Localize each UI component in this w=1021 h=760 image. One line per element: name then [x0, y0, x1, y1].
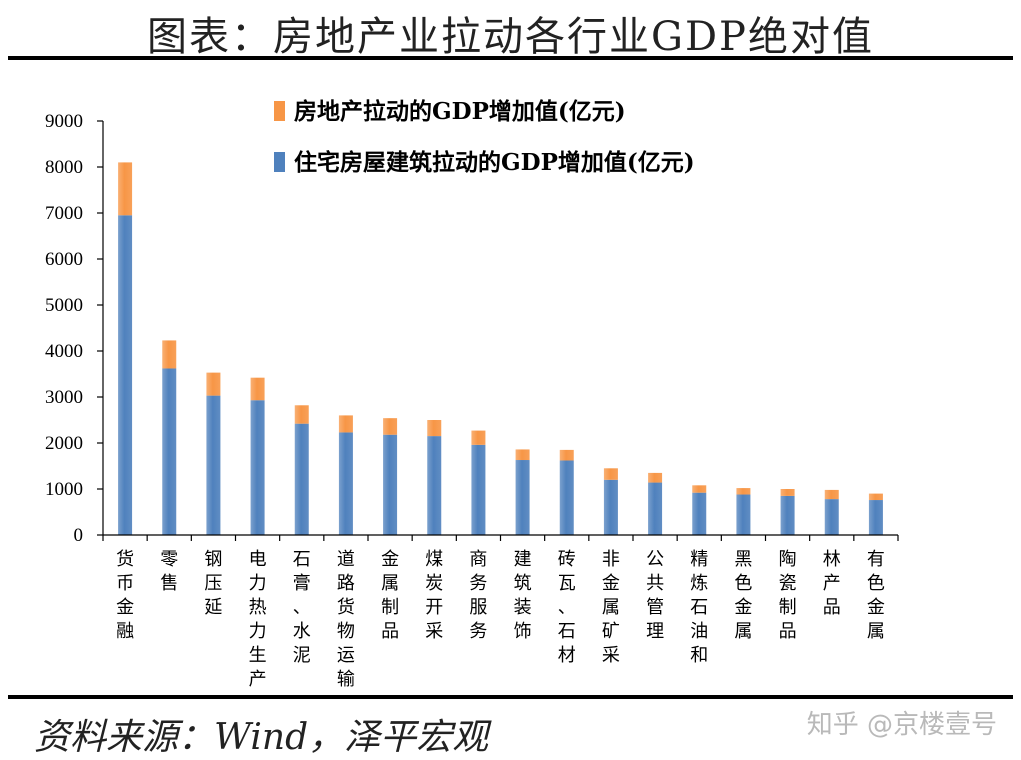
- legend-label: 房地产拉动的GDP增加值(亿元): [294, 98, 626, 125]
- y-axis: 0 1000 2000 3000 4000 5000 6000 7000 8000 9000: [45, 111, 104, 546]
- x-category-label: 黑色金属: [734, 549, 752, 642]
- bottom-rule: [8, 695, 1013, 699]
- y-tick-label: 8000: [45, 157, 83, 178]
- bar-segment-residential: [206, 395, 221, 535]
- bar-segment-residential: [692, 492, 707, 535]
- bar-segment-real-estate: [294, 405, 309, 424]
- bar-segment-residential: [250, 400, 265, 535]
- bar-segment-residential: [603, 479, 618, 535]
- y-tick-label: 7000: [45, 203, 83, 224]
- bar-segment-residential: [515, 460, 530, 535]
- x-axis: 货币金融 零售 钢压延 电力热力生产 石膏、水泥 道路货物运输 金属制品 煤炭开采 商务服务 建筑…: [102, 534, 899, 690]
- bar-segment-residential: [427, 436, 442, 535]
- x-category-label: 石膏、水泥: [293, 549, 311, 666]
- y-tick-label: 3000: [45, 387, 83, 408]
- bar-segment-real-estate: [162, 340, 177, 369]
- y-tick-label: 9000: [45, 111, 83, 132]
- x-category-label: 精炼石油和: [690, 549, 708, 666]
- legend-swatch: [274, 101, 285, 121]
- bar-segment-residential: [824, 499, 839, 535]
- x-category-label: 货币金融: [116, 549, 134, 642]
- x-category-label: 公共管理: [646, 549, 664, 642]
- bar-segment-real-estate: [824, 489, 839, 500]
- bar-segment-residential: [162, 368, 177, 535]
- bar-segment-residential: [868, 500, 883, 535]
- bar-segment-residential: [294, 423, 309, 535]
- watermark: 知乎 @京楼壹号: [806, 710, 997, 740]
- bar-segment-residential: [118, 215, 133, 536]
- bar-chart: 0 1000 2000 3000 4000 5000 6000 7000 8000 9000 货币…: [45, 98, 899, 690]
- y-tick-label: 2000: [45, 433, 83, 454]
- bar-segment-real-estate: [383, 418, 398, 435]
- bar-segment-real-estate: [692, 485, 707, 493]
- bar-segment-residential: [559, 460, 574, 535]
- y-tick-label: 1000: [45, 479, 83, 500]
- y-tick-label: 5000: [45, 295, 83, 316]
- bar-segment-real-estate: [427, 420, 442, 437]
- legend-label: 住宅房屋建筑拉动的GDP增加值(亿元): [294, 149, 695, 176]
- bars: [118, 162, 883, 536]
- bar-segment-residential: [780, 495, 795, 535]
- bar-segment-real-estate: [118, 162, 133, 216]
- x-category-label: 钢压延: [204, 549, 222, 618]
- bar-segment-real-estate: [471, 430, 486, 445]
- chart-title: 图表：房地产业拉动各行业GDP绝对值: [147, 14, 874, 60]
- x-category-label: 非金属矿采: [602, 549, 620, 666]
- legend-swatch: [274, 152, 285, 172]
- bar-segment-real-estate: [338, 415, 353, 433]
- x-category-label: 金属制品: [381, 549, 399, 642]
- x-category-label: 建筑装饰: [514, 549, 532, 642]
- x-category-label: 道路货物运输: [337, 549, 355, 690]
- bar-segment-residential: [383, 434, 398, 535]
- legend: 房地产拉动的GDP增加值(亿元) 住宅房屋建筑拉动的GDP增加值(亿元): [274, 98, 695, 176]
- bar-segment-real-estate: [780, 489, 795, 496]
- x-category-label: 煤炭开采: [425, 549, 443, 642]
- top-rule: [8, 56, 1013, 60]
- bar-segment-residential: [648, 482, 663, 535]
- y-tick-label: 0: [74, 525, 84, 546]
- x-category-label: 电力热力生产: [249, 549, 267, 690]
- bar-segment-real-estate: [648, 472, 663, 483]
- bar-segment-residential: [471, 444, 486, 535]
- bar-segment-residential: [338, 432, 353, 535]
- x-category-label: 砖瓦、石材: [558, 549, 576, 666]
- bar-segment-real-estate: [868, 493, 883, 501]
- x-category-label: 商务服务: [469, 549, 487, 642]
- x-category-label: 林产品: [823, 549, 841, 618]
- y-tick-label: 4000: [45, 341, 83, 362]
- x-category-label: 有色金属: [867, 549, 885, 642]
- bar-segment-real-estate: [559, 449, 574, 461]
- bar-segment-residential: [736, 494, 751, 535]
- bar-segment-real-estate: [515, 449, 530, 461]
- source-note: 资料来源：Wind，泽平宏观: [34, 717, 489, 758]
- bar-segment-real-estate: [206, 372, 221, 396]
- x-category-label: 陶瓷制品: [779, 549, 797, 642]
- y-tick-label: 6000: [45, 249, 83, 270]
- bar-segment-real-estate: [736, 488, 751, 495]
- bar-segment-real-estate: [603, 468, 618, 480]
- x-category-label: 零售: [160, 549, 178, 594]
- bar-segment-real-estate: [250, 377, 265, 401]
